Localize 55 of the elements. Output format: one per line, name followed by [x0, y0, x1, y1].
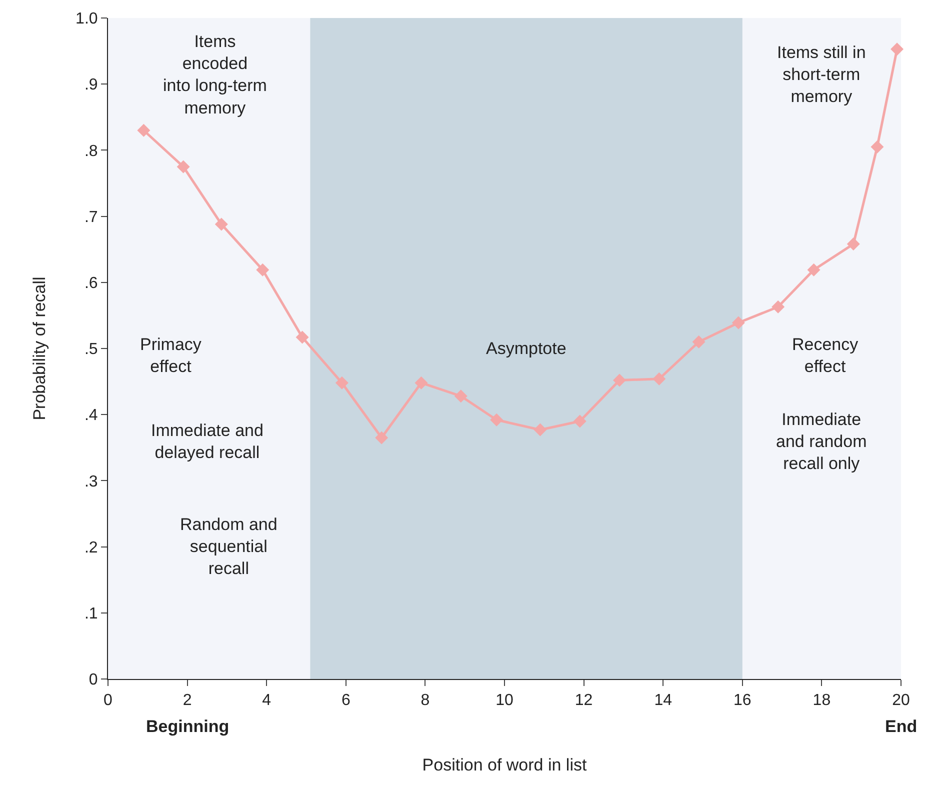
- point: [214, 218, 228, 231]
- point: [870, 140, 884, 154]
- y-tick-label: .6: [84, 275, 98, 292]
- y-tick-label: .1: [84, 606, 98, 622]
- point: [454, 390, 468, 403]
- y-tick-label: .9: [84, 76, 98, 94]
- point: [890, 42, 904, 56]
- x-tick-label: 2: [182, 692, 192, 710]
- x-tick-label: 0: [104, 692, 113, 710]
- y-tick-label: .8: [84, 142, 98, 160]
- point: [807, 263, 820, 276]
- y-tick-label: .7: [84, 208, 98, 226]
- annotation: Items still in short-term memory: [777, 43, 866, 106]
- y-tick-label: 0: [88, 672, 98, 689]
- annotation: Immediate and random recall only: [776, 410, 867, 474]
- point: [652, 372, 666, 386]
- point: [573, 414, 586, 428]
- text: End: [885, 717, 918, 736]
- point: [137, 124, 150, 137]
- point: [490, 413, 504, 426]
- x-tick-label: 8: [420, 692, 430, 710]
- text: Beginning: [146, 717, 230, 736]
- y-tick-label: .3: [84, 473, 98, 490]
- point: [692, 335, 706, 348]
- x-axis-title: Position of word in list: [422, 756, 587, 775]
- y-axis-title: Probability of recall: [30, 276, 50, 420]
- annotation: Random and sequential recall: [180, 515, 278, 578]
- x-tick-label: 10: [496, 692, 514, 710]
- y-tick-label: .2: [84, 539, 98, 556]
- band-label: Asymptote: [486, 339, 566, 358]
- point: [414, 376, 428, 390]
- x-tick-label: 12: [574, 692, 593, 710]
- x-tick-label: 16: [734, 692, 752, 710]
- y-tick-label: .4: [84, 407, 98, 424]
- point: [612, 374, 626, 387]
- y-tick-label: .5: [84, 341, 98, 358]
- annotation: Items encoded into long-term memory: [163, 32, 267, 118]
- point: [335, 376, 348, 390]
- point: [176, 160, 190, 174]
- x-tick-label: 6: [341, 692, 350, 710]
- annotation: Immediate and delayed recall: [151, 421, 264, 462]
- point: [256, 263, 270, 276]
- x-tick-label: 4: [262, 692, 272, 710]
- annotation: Recency effect: [792, 335, 859, 376]
- annotation: Primacy effect: [140, 335, 202, 376]
- y-tick-label: 1.0: [76, 10, 98, 28]
- point: [846, 238, 860, 251]
- point: [375, 431, 388, 444]
- point: [534, 423, 547, 436]
- point: [772, 300, 785, 314]
- point: [732, 316, 745, 330]
- point: [296, 330, 309, 344]
- x-tick-label: 18: [812, 692, 831, 710]
- x-tick-label: 20: [892, 692, 910, 710]
- x-tick-label: 14: [654, 692, 672, 710]
